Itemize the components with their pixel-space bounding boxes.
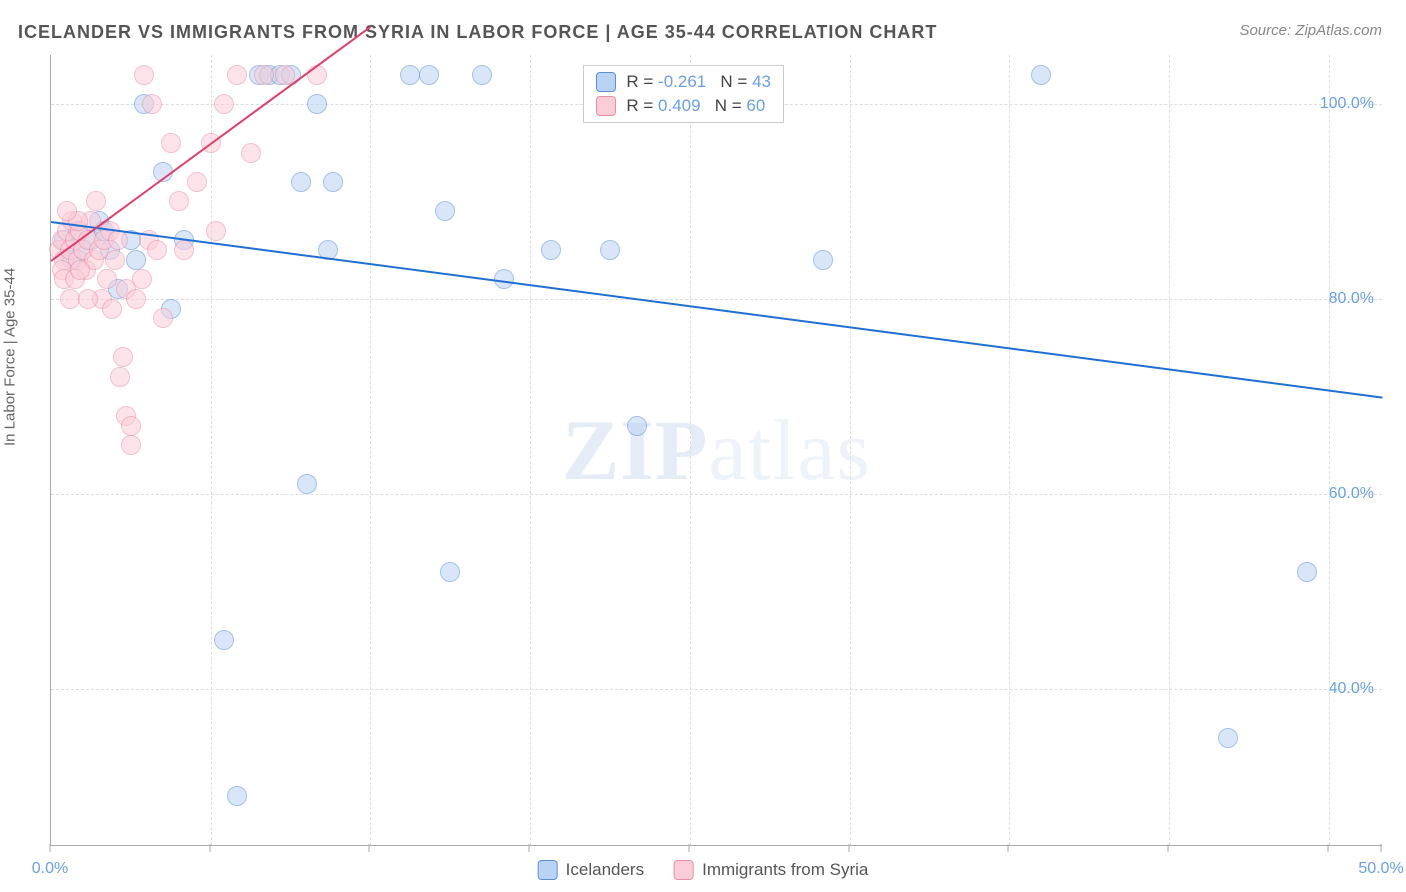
x-tick	[209, 844, 210, 852]
data-point	[113, 347, 133, 367]
data-point	[435, 201, 455, 221]
data-point	[206, 221, 226, 241]
legend-label: Immigrants from Syria	[702, 860, 868, 880]
gridline-v	[1009, 55, 1010, 845]
y-tick-label: 80.0%	[1329, 290, 1374, 308]
data-point	[307, 94, 327, 114]
data-point	[227, 786, 247, 806]
data-point	[241, 143, 261, 163]
data-point	[813, 250, 833, 270]
data-point	[78, 289, 98, 309]
data-point	[105, 250, 125, 270]
swatch-icon	[596, 96, 616, 116]
gridline-v	[530, 55, 531, 845]
data-point	[132, 269, 152, 289]
y-tick-label: 60.0%	[1329, 485, 1374, 503]
x-tick	[529, 844, 530, 852]
data-point	[297, 474, 317, 494]
data-point	[1297, 562, 1317, 582]
data-point	[121, 435, 141, 455]
gridline-v	[1169, 55, 1170, 845]
data-point	[323, 172, 343, 192]
data-point	[174, 240, 194, 260]
data-point	[147, 240, 167, 260]
data-point	[600, 240, 620, 260]
data-point	[627, 416, 647, 436]
data-point	[102, 299, 122, 319]
data-point	[161, 133, 181, 153]
x-tick	[848, 844, 849, 852]
data-point	[126, 289, 146, 309]
legend-correlation: R = -0.261 N = 43 R = 0.409 N = 60	[583, 65, 784, 123]
data-point	[254, 65, 274, 85]
legend-item-syria: Immigrants from Syria	[674, 860, 868, 880]
x-tick	[1008, 844, 1009, 852]
gridline-h	[51, 494, 1382, 495]
plot-area: ZIPatlas 40.0%60.0%80.0%100.0%R = -0.261…	[50, 55, 1382, 846]
swatch-icon	[674, 860, 694, 880]
data-point	[400, 65, 420, 85]
gridline-v	[850, 55, 851, 845]
x-tick-label: 0.0%	[32, 860, 68, 878]
gridline-h	[51, 299, 1382, 300]
data-point	[214, 94, 234, 114]
gridline-v	[690, 55, 691, 845]
gridline-v	[370, 55, 371, 845]
data-point	[1218, 728, 1238, 748]
data-point	[60, 289, 80, 309]
data-point	[440, 562, 460, 582]
x-tick-label: 50.0%	[1358, 860, 1403, 878]
data-point	[1031, 65, 1051, 85]
data-point	[110, 367, 130, 387]
data-point	[541, 240, 561, 260]
x-tick	[1327, 844, 1328, 852]
gridline-h	[51, 689, 1382, 690]
x-tick	[369, 844, 370, 852]
y-axis-label: In Labor Force | Age 35-44	[2, 268, 19, 446]
data-point	[108, 230, 128, 250]
data-point	[97, 269, 117, 289]
watermark: ZIPatlas	[562, 400, 871, 500]
x-tick	[50, 844, 51, 852]
x-tick	[1168, 844, 1169, 852]
x-tick	[688, 844, 689, 852]
data-point	[472, 65, 492, 85]
data-point	[419, 65, 439, 85]
y-tick-label: 40.0%	[1329, 680, 1374, 698]
data-point	[227, 65, 247, 85]
data-point	[153, 308, 173, 328]
data-point	[86, 191, 106, 211]
data-point	[126, 250, 146, 270]
data-point	[214, 630, 234, 650]
data-point	[169, 191, 189, 211]
legend-bottom: Icelanders Immigrants from Syria	[538, 860, 869, 880]
data-point	[291, 172, 311, 192]
gridline-v	[1329, 55, 1330, 845]
watermark-thin: atlas	[708, 402, 871, 498]
x-tick	[1381, 844, 1382, 852]
data-point	[70, 260, 90, 280]
legend-stats: R = 0.409 N = 60	[626, 96, 765, 116]
gridline-v	[211, 55, 212, 845]
source-label: Source: ZipAtlas.com	[1239, 22, 1382, 39]
data-point	[307, 65, 327, 85]
legend-label: Icelanders	[566, 860, 644, 880]
legend-row: R = -0.261 N = 43	[596, 70, 771, 94]
legend-item-icelanders: Icelanders	[538, 860, 644, 880]
data-point	[187, 172, 207, 192]
legend-stats: R = -0.261 N = 43	[626, 72, 771, 92]
swatch-icon	[596, 72, 616, 92]
chart-title: ICELANDER VS IMMIGRANTS FROM SYRIA IN LA…	[18, 22, 937, 43]
data-point	[121, 416, 141, 436]
swatch-icon	[538, 860, 558, 880]
data-point	[134, 65, 154, 85]
trend-line	[51, 221, 1382, 399]
data-point	[142, 94, 162, 114]
data-point	[57, 201, 77, 221]
legend-row: R = 0.409 N = 60	[596, 94, 771, 118]
